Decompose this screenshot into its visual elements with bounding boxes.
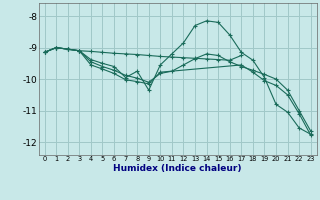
X-axis label: Humidex (Indice chaleur): Humidex (Indice chaleur) [113,164,242,173]
